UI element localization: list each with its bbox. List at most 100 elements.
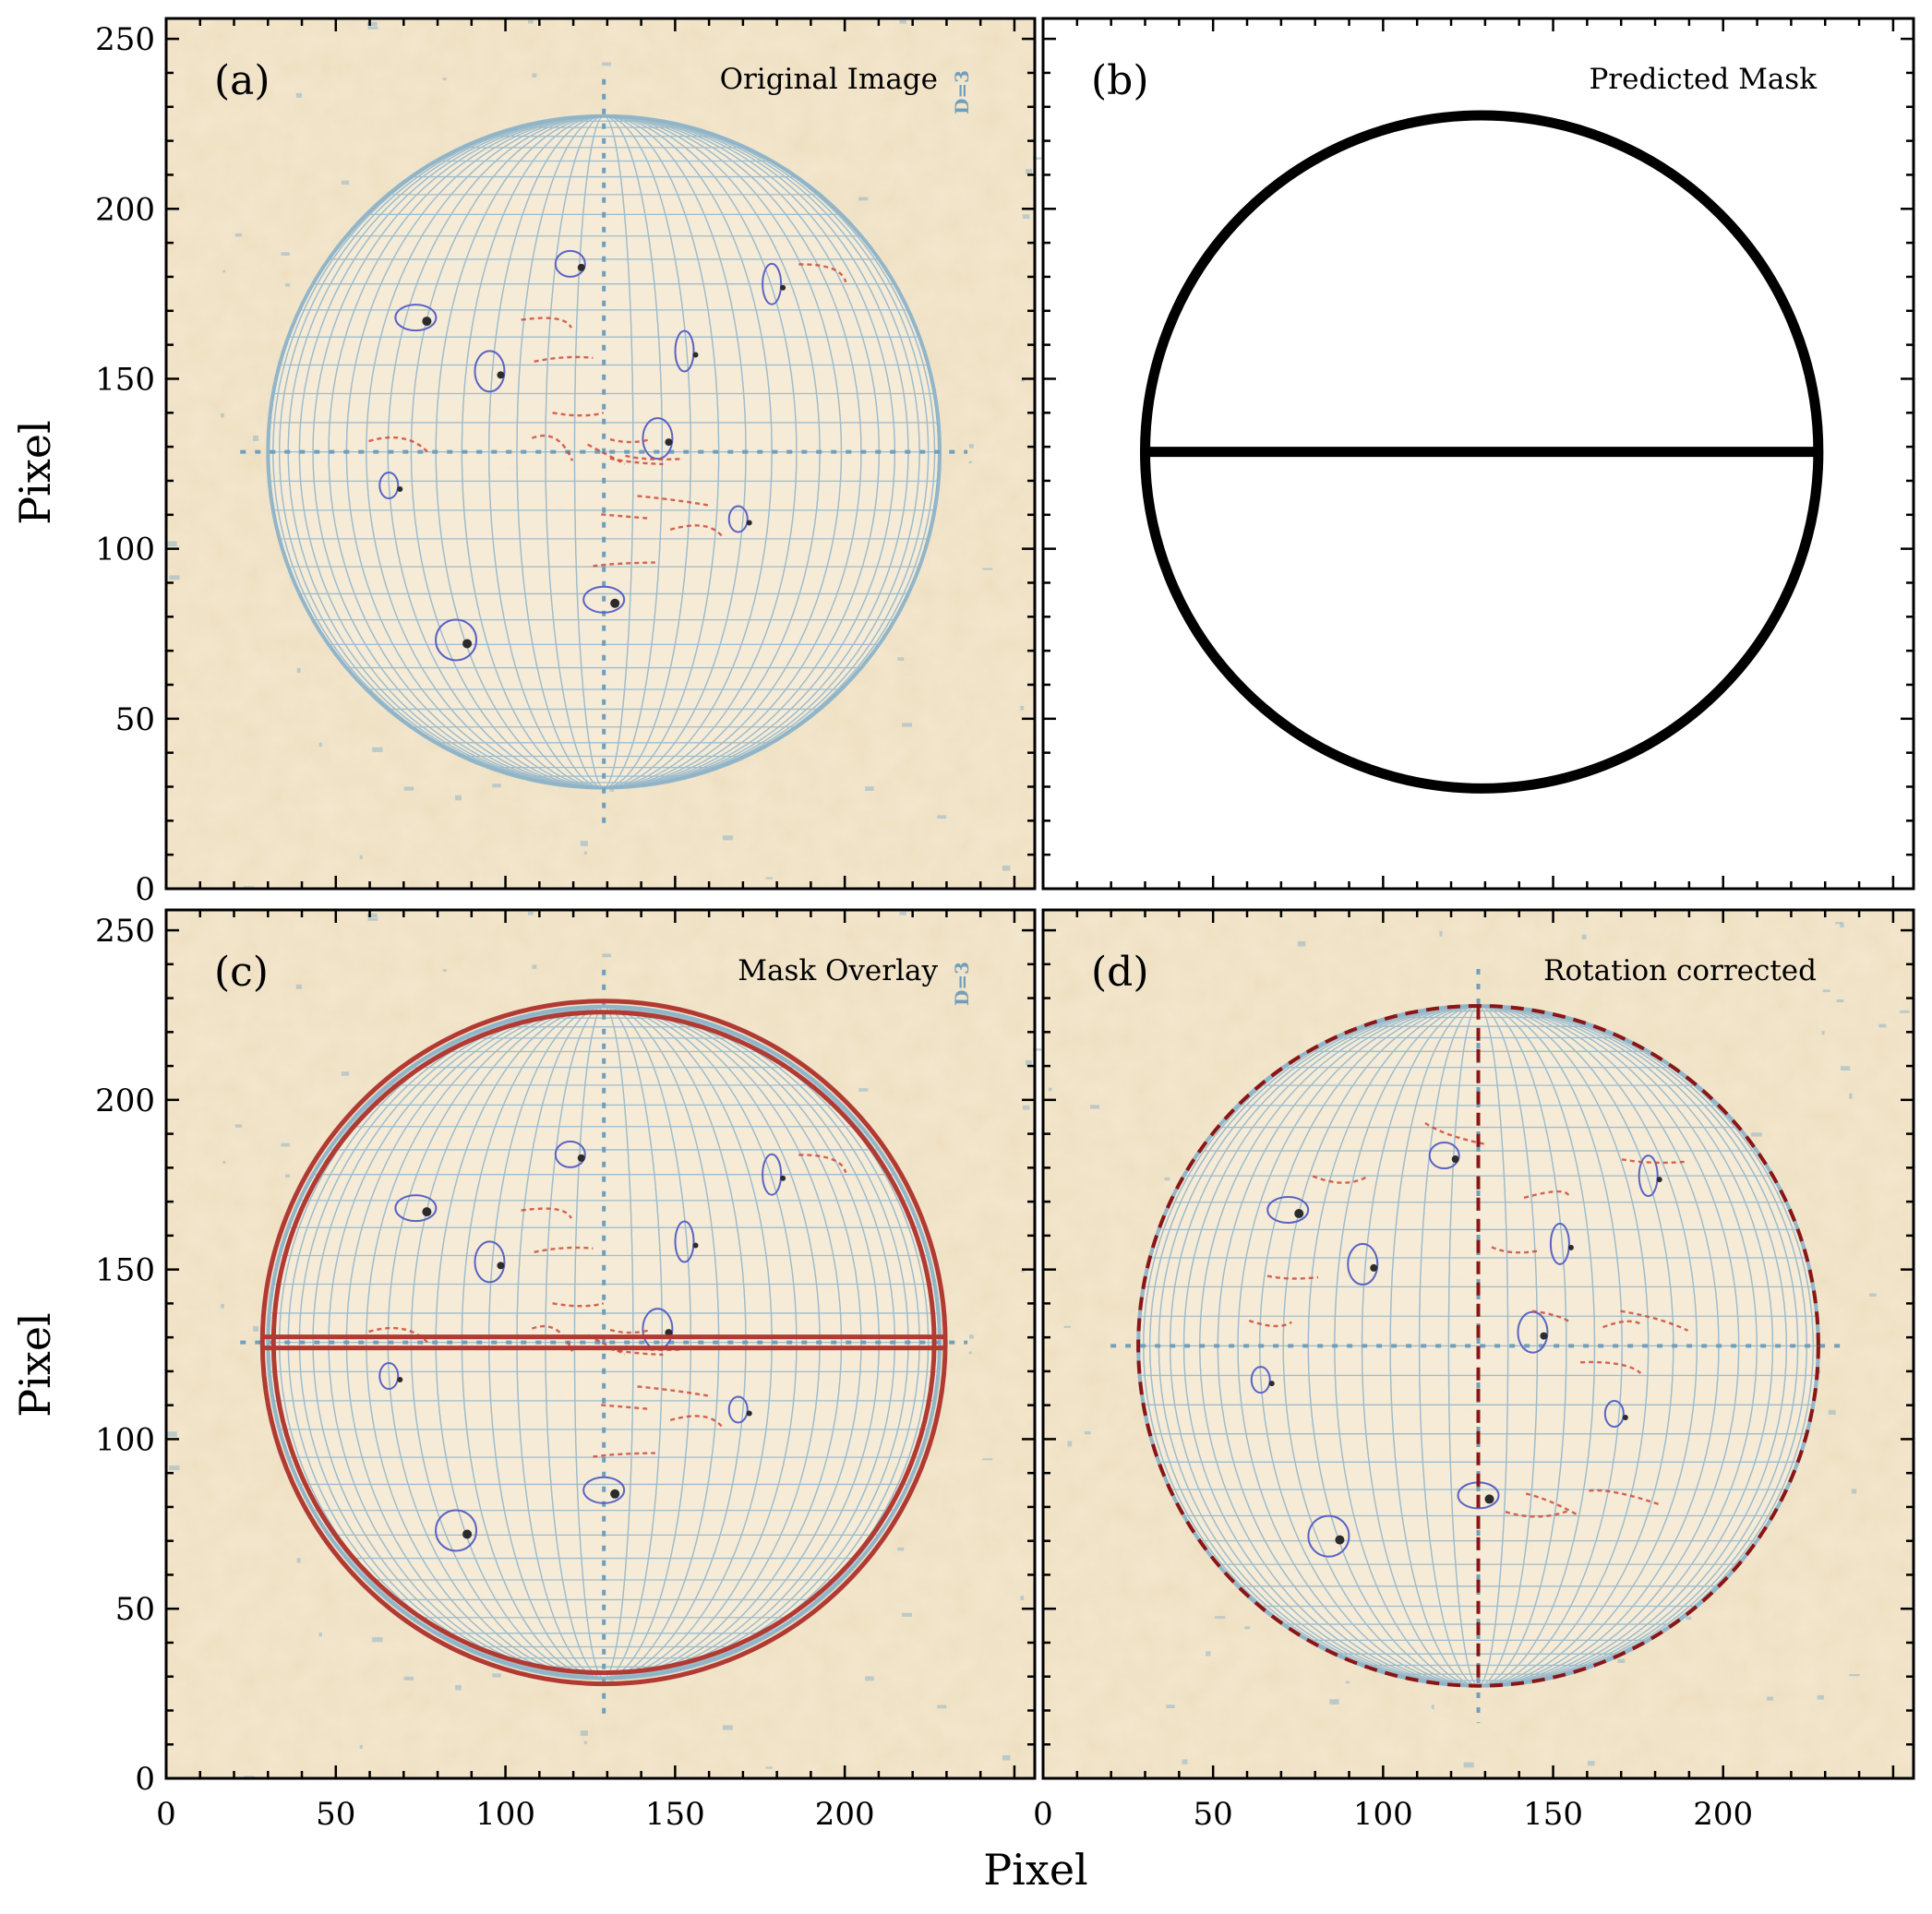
panel-d-sunspot-umbra [1567,1244,1574,1250]
panel-c-speck [1032,1047,1042,1051]
y-tick-label: 200 [95,191,155,228]
panel-c-filament-mark [593,1452,655,1458]
panel-c-sunspot-umbra [610,1489,620,1499]
panel-d-sunspot-outline [1549,1222,1570,1265]
panel-c-speck [372,1637,383,1643]
panel-c-speck [858,1088,869,1092]
panel-c-speck [532,964,537,969]
panel-a-speck [580,841,588,846]
panel-c-speck [281,1142,290,1147]
panel-a-speck [1032,157,1042,161]
panel-c-sunspot-umbra [665,1329,673,1337]
panel-d-filament-mark [1266,1274,1319,1280]
panel-a-sunspot-outline [378,472,400,500]
panel-c-frame [164,908,1037,1780]
panel-b: (b) Predicted Mask [1041,17,1915,891]
panel-d-speck [1463,1762,1474,1768]
panel-a-sunspot-outline [394,304,438,332]
panel-c-sunspot-umbra [692,1242,699,1249]
panel-a-speck [295,92,302,98]
panel-d-sunspot-umbra [1622,1415,1628,1421]
panel-d-speck [1766,1696,1774,1701]
panel-a-filament-mark [531,434,574,461]
panel-c-image: D=3 [166,910,1042,1780]
x-tick-label: 200 [1693,1796,1753,1833]
panel-d-sunspot-outline [1428,1142,1460,1170]
panel-c-speck [1002,1754,1011,1761]
panel-d-speck [1817,1694,1824,1700]
panel-b-image [1043,18,1914,889]
y-tick-label: 0 [135,1761,155,1798]
panel-d-filament-mark [1602,1320,1642,1329]
panel-d-speck [1835,922,1842,925]
panel-a-sunspot-umbra [397,486,403,493]
panel-a-speck [901,723,913,727]
panel-d-speck [1851,1489,1857,1494]
panel-d-speck [1836,999,1844,1003]
panel-d-speck [1345,1681,1350,1684]
panel-c-speck [968,1351,972,1355]
panel-d-filament-mark [1424,1121,1486,1145]
panel-d-speck [1329,1699,1339,1705]
panel-d-speck [1750,1132,1762,1137]
panel-a-filament-mark [609,457,664,466]
panel-d-speck [1089,1105,1100,1109]
panel-a-speck [968,461,972,464]
panel-d-speck [1617,1658,1626,1663]
panel-a-speck [222,269,226,273]
panel-d-sunspot-umbra [1370,1263,1378,1272]
panel-d-sunspot-outline [1638,1154,1659,1198]
panel-c-speck [722,1725,733,1730]
panel-a-sunspot-umbra [422,317,432,327]
panel-c-speck [341,1071,350,1076]
panel-d-sunspot-umbra [1484,1494,1494,1504]
panel-d-filament-mark [1589,1489,1661,1506]
panel-a-xticks [164,18,1016,889]
panel-a-speck [281,252,290,256]
x-tick-label: 150 [1523,1796,1583,1833]
panel-c-speck [897,1547,905,1551]
y-tick-label: 150 [95,361,155,398]
panel-c-sunspot-outline [582,1476,626,1504]
panel-a-sunspot-umbra [665,438,673,447]
y-tick-label: 150 [95,1252,155,1289]
panel-c-xticks: 0 50 100 150 200 [156,910,1016,1833]
panel-a-image: D=3 [166,18,1042,891]
x-tick-label: 100 [475,1796,535,1833]
panel-a-speck [865,786,874,791]
panel-a-speck [166,541,177,547]
panel-c-sunspot-umbra [497,1262,505,1270]
panel-b-letter: (b) [1091,57,1149,104]
panel-c-sunspot-outline [394,1194,438,1223]
y-tick-label: 50 [115,701,155,738]
panel-c-filament-mark [601,1404,651,1410]
panel-d-title: Rotation corrected [1543,954,1817,987]
y-tick-label: 0 [135,871,155,908]
panel-d-speck [1849,1093,1853,1099]
panel-d-speck [1182,1759,1188,1764]
y-tick-label: 100 [95,532,155,568]
panel-c-speck [367,917,378,921]
panel-d-speck [1581,934,1587,940]
panel-d-speck [1587,964,1592,968]
panel-c-sunspot-outline [554,1140,586,1168]
panel-c-filament-mark [521,1207,572,1219]
panel-d-speck [1587,1761,1595,1766]
panel-a-speck [1026,169,1032,174]
panel-a-speck [1002,865,1011,871]
panel-c-speck [455,1684,462,1691]
panel-a-speck [609,787,615,792]
panel-a-speck [492,784,501,788]
panel-c-sunspot-umbra [746,1410,752,1417]
panel-a-speck [968,444,974,449]
panel-a-speck [1022,214,1030,220]
panel-d-filament-mark [1580,1360,1642,1374]
panel-c-speck [968,1334,974,1339]
x-tick-label: 0 [156,1796,176,1833]
panel-a-filament-mark [521,317,572,329]
panel-c-speck [221,1303,224,1309]
panel-a-frame [164,17,1037,891]
panel-c-filament-mark [669,1415,724,1428]
panel-c-filament-mark [534,1246,594,1253]
panel-d-speck [1214,1616,1226,1619]
